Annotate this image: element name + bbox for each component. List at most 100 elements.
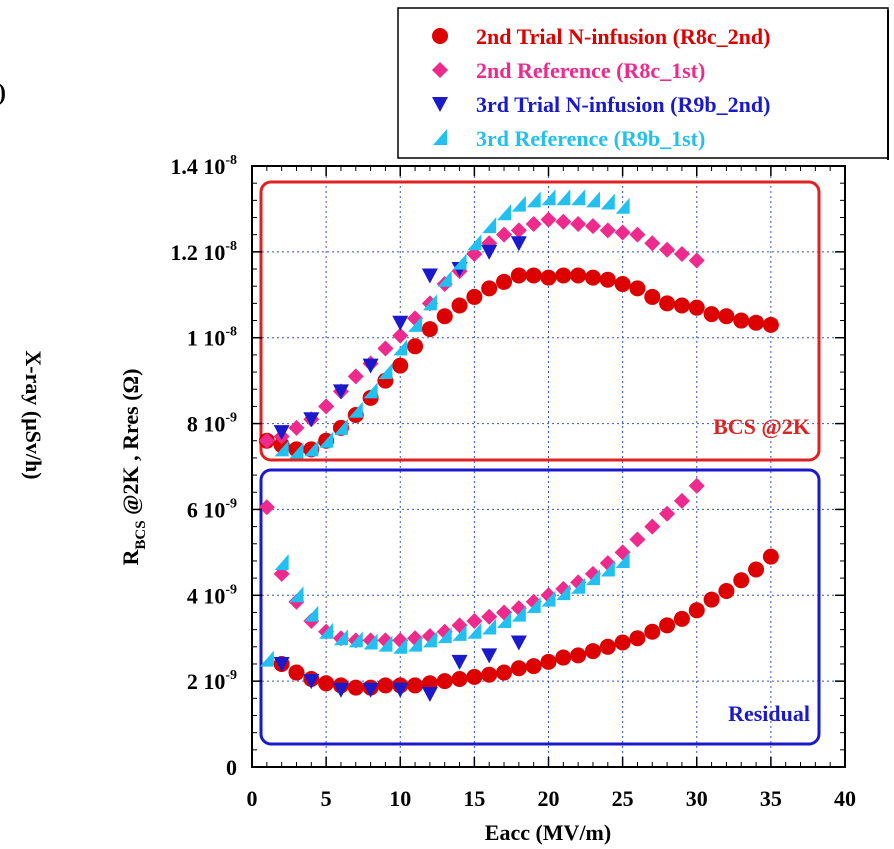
data-point [585,191,600,208]
data-point [599,271,616,288]
data-point [629,226,646,243]
data-point [466,668,483,685]
data-point [570,267,587,284]
legend: 2nd Trial N-infusion (R8c_2nd) 2nd Refere… [397,7,889,160]
data-point [585,569,600,586]
data-point [289,586,304,603]
data-point [481,280,498,297]
data-point [659,295,676,312]
data-point [451,670,468,687]
series-3 [259,189,630,667]
x-tick-label: 40 [834,786,856,811]
data-point [556,189,571,206]
region-boxes: BCS @2K Residual [259,180,821,746]
data-point [378,363,393,380]
data-point [599,638,616,655]
data-point [259,650,274,667]
data-point [333,629,348,646]
data-point [288,419,305,436]
data-point [526,597,541,614]
data-point [673,610,690,627]
data-point [525,267,542,284]
data-point [481,648,498,664]
x-tick-label: 20 [538,786,560,811]
x-tick-label: 25 [612,786,634,811]
data-point [421,321,438,338]
data-point [673,297,690,314]
data-point [393,339,408,356]
y-tick-label: 8 10-9 [187,411,237,437]
data-point [392,357,409,374]
data-point [407,677,424,694]
y-tick-label: 6 10-9 [187,496,237,522]
data-point [481,608,498,625]
data-point [659,617,676,634]
data-point [511,195,526,212]
data-point [599,222,616,239]
legend-label: 2nd Trial N-infusion (R8c_2nd) [476,24,770,49]
data-point [304,440,319,457]
data-point [377,340,394,357]
data-point [451,297,468,314]
data-point [540,653,557,670]
data-point [347,679,364,696]
data-point [467,234,482,251]
data-point [319,431,334,448]
data-point [362,358,379,374]
bcs-region-label: BCS @2K [713,414,810,439]
data-point [614,276,631,293]
data-point [274,440,289,457]
x-axis-label: Eacc (MV/m) [485,820,611,845]
data-point [510,222,527,239]
y-tick-label: 4 10-9 [187,582,237,608]
data-point [659,241,676,258]
tick-labels: 0 5 10 15 20 25 30 35 40 0 2 10-9 4 10-9 6 10-9 8 10-… [170,153,856,811]
data-point [688,602,705,619]
data-point [451,654,468,670]
legend-marker [432,97,448,112]
data-point [377,677,394,694]
data-point [436,308,453,325]
data-point [422,294,437,311]
data-point [614,224,631,241]
series-0 [258,267,779,696]
data-point [318,675,335,692]
data-point [510,236,527,252]
y-axis-label-rest: @2K , Rres (Ω) [118,368,143,520]
data-point [437,627,452,644]
data-point [703,591,720,608]
data-point [362,682,379,698]
data-point [333,418,348,435]
data-point [482,217,497,234]
data-point [392,682,409,698]
data-point [510,635,527,651]
data-point [615,551,630,568]
data-point [421,687,438,703]
data-point [748,314,765,331]
data-point [496,273,513,290]
data-point [437,270,452,287]
y-axis-label-main: R [118,549,143,566]
data-point [466,613,483,630]
y-axis-label-sub: BCS [133,520,149,549]
data-point [614,634,631,651]
data-point [615,197,630,214]
x-tick-label: 15 [463,786,485,811]
data-point [393,637,408,654]
data-point [319,622,334,639]
residual-region-box [259,468,821,746]
data-point [584,269,601,286]
data-point [510,267,527,284]
y-tick-label: 0 [226,755,237,780]
data-point [422,631,437,648]
data-point [571,189,586,206]
y2-axis-fragment: ) [0,80,6,106]
data-point [570,647,587,664]
data-point [555,267,572,284]
data-point [688,477,705,494]
data-point [584,643,601,660]
data-point [555,213,572,230]
legend-label: 2nd Reference (R8c_1st) [476,58,705,83]
data-point [273,656,290,672]
data-point [407,338,424,355]
